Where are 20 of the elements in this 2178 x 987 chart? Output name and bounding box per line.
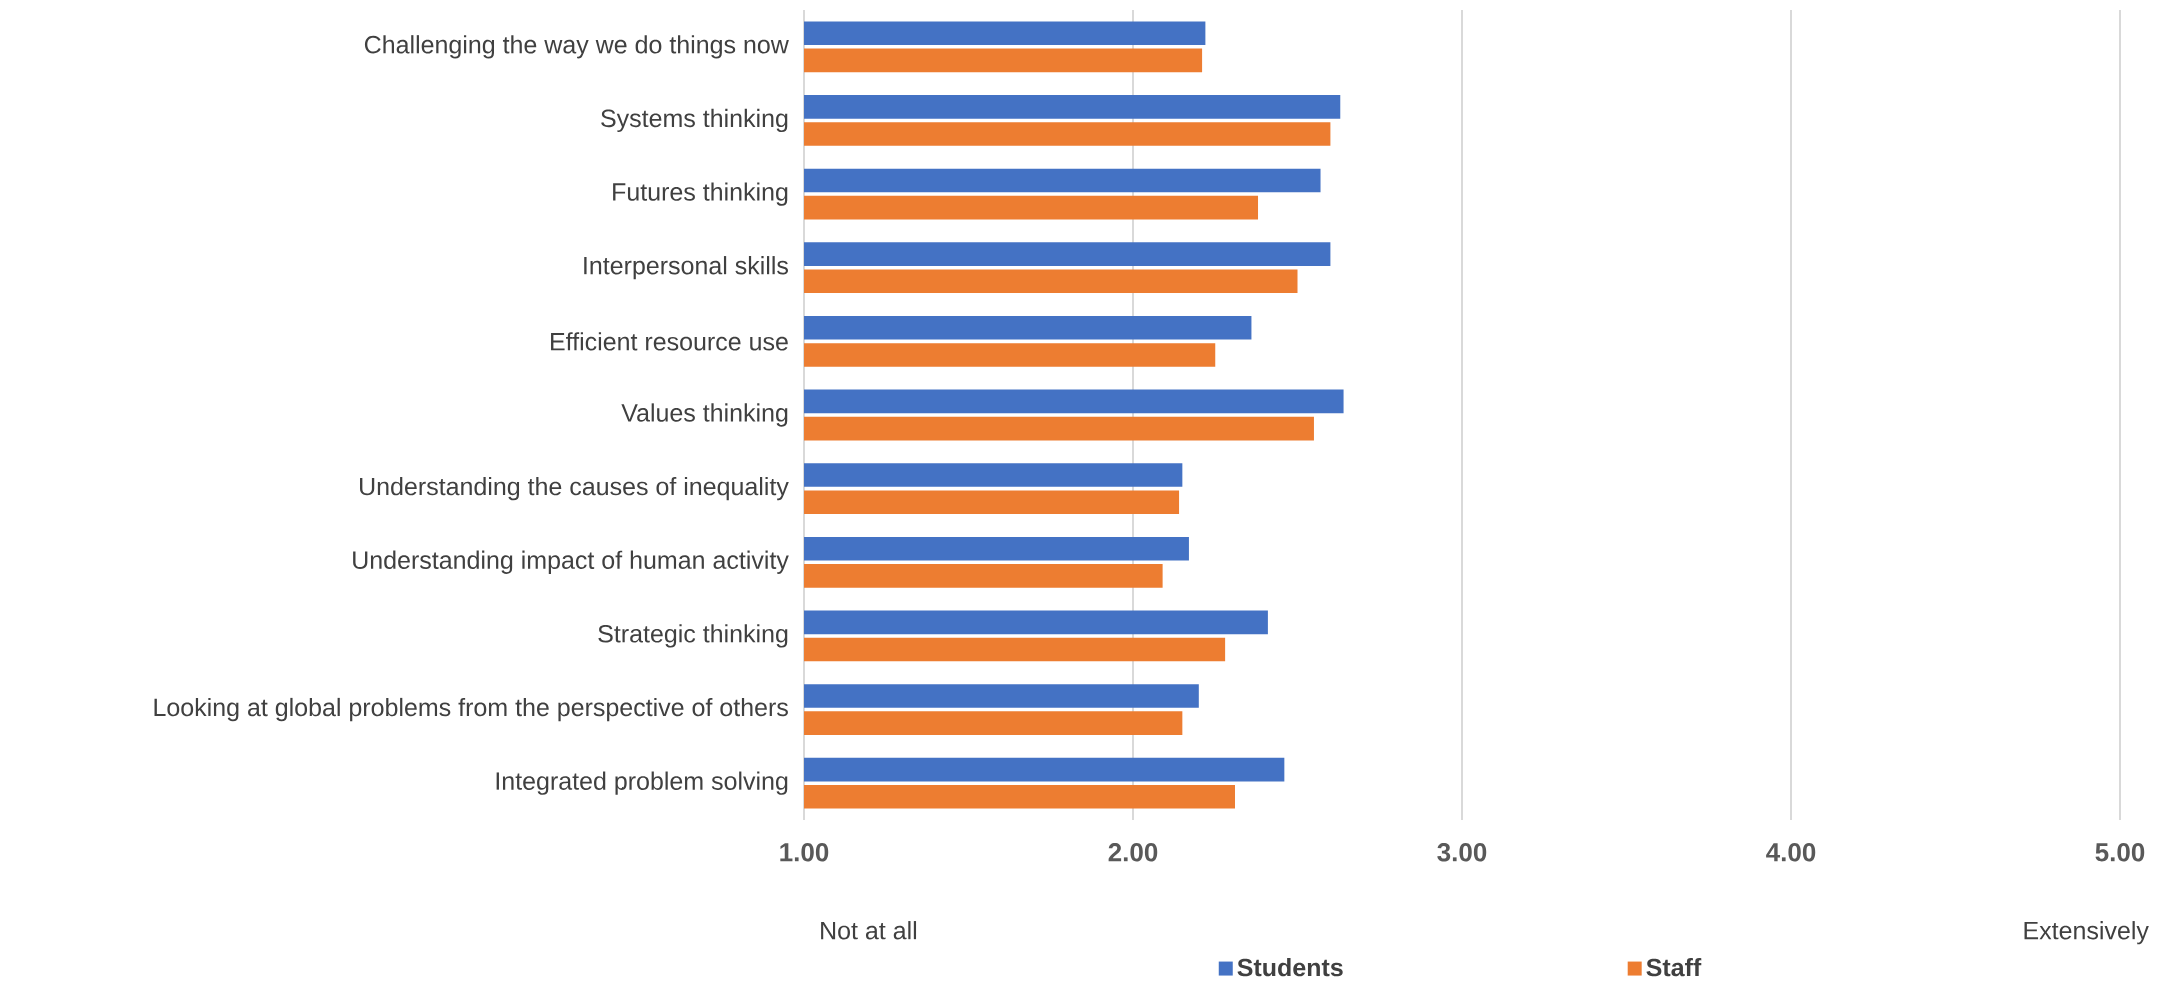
y-tick-label: Challenging the way we do things now [364,35,789,59]
x-tick-label: 1.00 [780,843,829,862]
y-tick-label: Integrated problem solving [496,771,788,795]
y-tick-label: Understanding the causes of inequality [360,476,789,501]
text: Not at all [821,921,917,940]
y-tick-label: Values thinking [621,403,788,427]
x-tick-label: 2.00 [1108,843,1158,862]
text: Extensively [2024,921,2149,945]
y-tick-label: Futures thinking [613,182,788,206]
legend-label: Staff [1646,957,1702,977]
y-tick-label: Strategic thinking [598,624,788,648]
x-tick-label: 4.00 [1766,843,1816,862]
y-tick-label: Understanding impact of human activity [353,550,789,574]
y-tick-label: Systems thinking [601,108,788,133]
x-tick-label: 5.00 [2095,843,2145,862]
y-tick-label: Efficient resource use [551,332,788,351]
y-tick-label: Interpersonal skills [584,256,788,280]
legend-label: Students [1237,957,1343,977]
x-tick-label: 3.00 [1437,843,1487,862]
y-tick-label: Looking at global problems from the perspective of others [154,697,788,722]
